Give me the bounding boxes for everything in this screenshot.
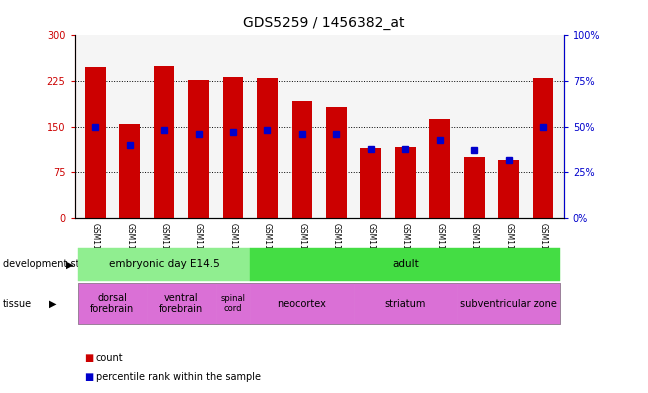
Bar [498, 160, 519, 218]
Text: neocortex: neocortex [277, 299, 327, 309]
Bar [292, 101, 312, 218]
Text: subventricular zone: subventricular zone [460, 299, 557, 309]
Text: spinal
cord: spinal cord [220, 294, 246, 313]
Bar [533, 78, 553, 218]
Text: development stage: development stage [3, 259, 98, 269]
Bar [326, 107, 347, 218]
Bar [395, 147, 415, 218]
Text: embryonic day E14.5: embryonic day E14.5 [109, 259, 220, 269]
Bar [154, 66, 174, 218]
Bar [188, 81, 209, 218]
Bar [85, 67, 106, 218]
Text: ■: ■ [84, 372, 93, 382]
Text: dorsal
forebrain: dorsal forebrain [90, 293, 135, 314]
Text: ▶: ▶ [49, 299, 57, 309]
Bar [464, 157, 485, 218]
Text: GDS5259 / 1456382_at: GDS5259 / 1456382_at [243, 16, 405, 30]
Text: tissue: tissue [3, 299, 32, 309]
Text: ■: ■ [84, 353, 93, 363]
Text: ▶: ▶ [66, 259, 74, 269]
Text: adult: adult [392, 259, 419, 269]
Text: ventral
forebrain: ventral forebrain [159, 293, 203, 314]
Bar [360, 148, 381, 218]
Text: percentile rank within the sample: percentile rank within the sample [96, 372, 261, 382]
Text: striatum: striatum [384, 299, 426, 309]
Bar [430, 119, 450, 218]
Bar [223, 77, 244, 218]
Bar [119, 124, 140, 218]
Bar [257, 78, 278, 218]
Text: count: count [96, 353, 124, 363]
